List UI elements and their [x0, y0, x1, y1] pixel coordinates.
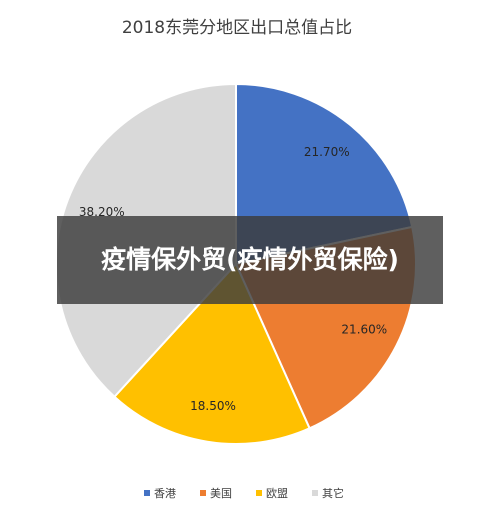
legend-label-other: 其它	[322, 486, 344, 500]
data-label-hongkong: 21.70%	[304, 145, 350, 159]
data-label-other: 38.20%	[79, 205, 125, 219]
banner-text: 疫情保外贸(疫情外贸保险)	[101, 245, 399, 274]
legend-swatch-usa	[200, 490, 206, 496]
data-label-usa: 21.60%	[341, 322, 387, 336]
legend-swatch-other	[312, 490, 318, 496]
slice-labels: 21.70% 21.60% 18.50% 38.20%	[79, 145, 387, 413]
pie-slice-eu	[113, 262, 311, 445]
chart-title: 2018东莞分地区出口总值占比	[122, 18, 352, 38]
legend-swatch-eu	[256, 490, 262, 496]
legend-label-hongkong: 香港	[154, 487, 176, 500]
overlay-banner: 疫情保外贸(疫情外贸保险)	[57, 216, 443, 304]
legend-swatch-hongkong	[144, 490, 150, 496]
data-label-eu: 18.50%	[190, 399, 236, 413]
legend-label-usa: 美国	[210, 487, 232, 500]
legend: 香港 美国 欧盟 其它	[144, 486, 344, 500]
legend-label-eu: 欧盟	[266, 487, 288, 500]
